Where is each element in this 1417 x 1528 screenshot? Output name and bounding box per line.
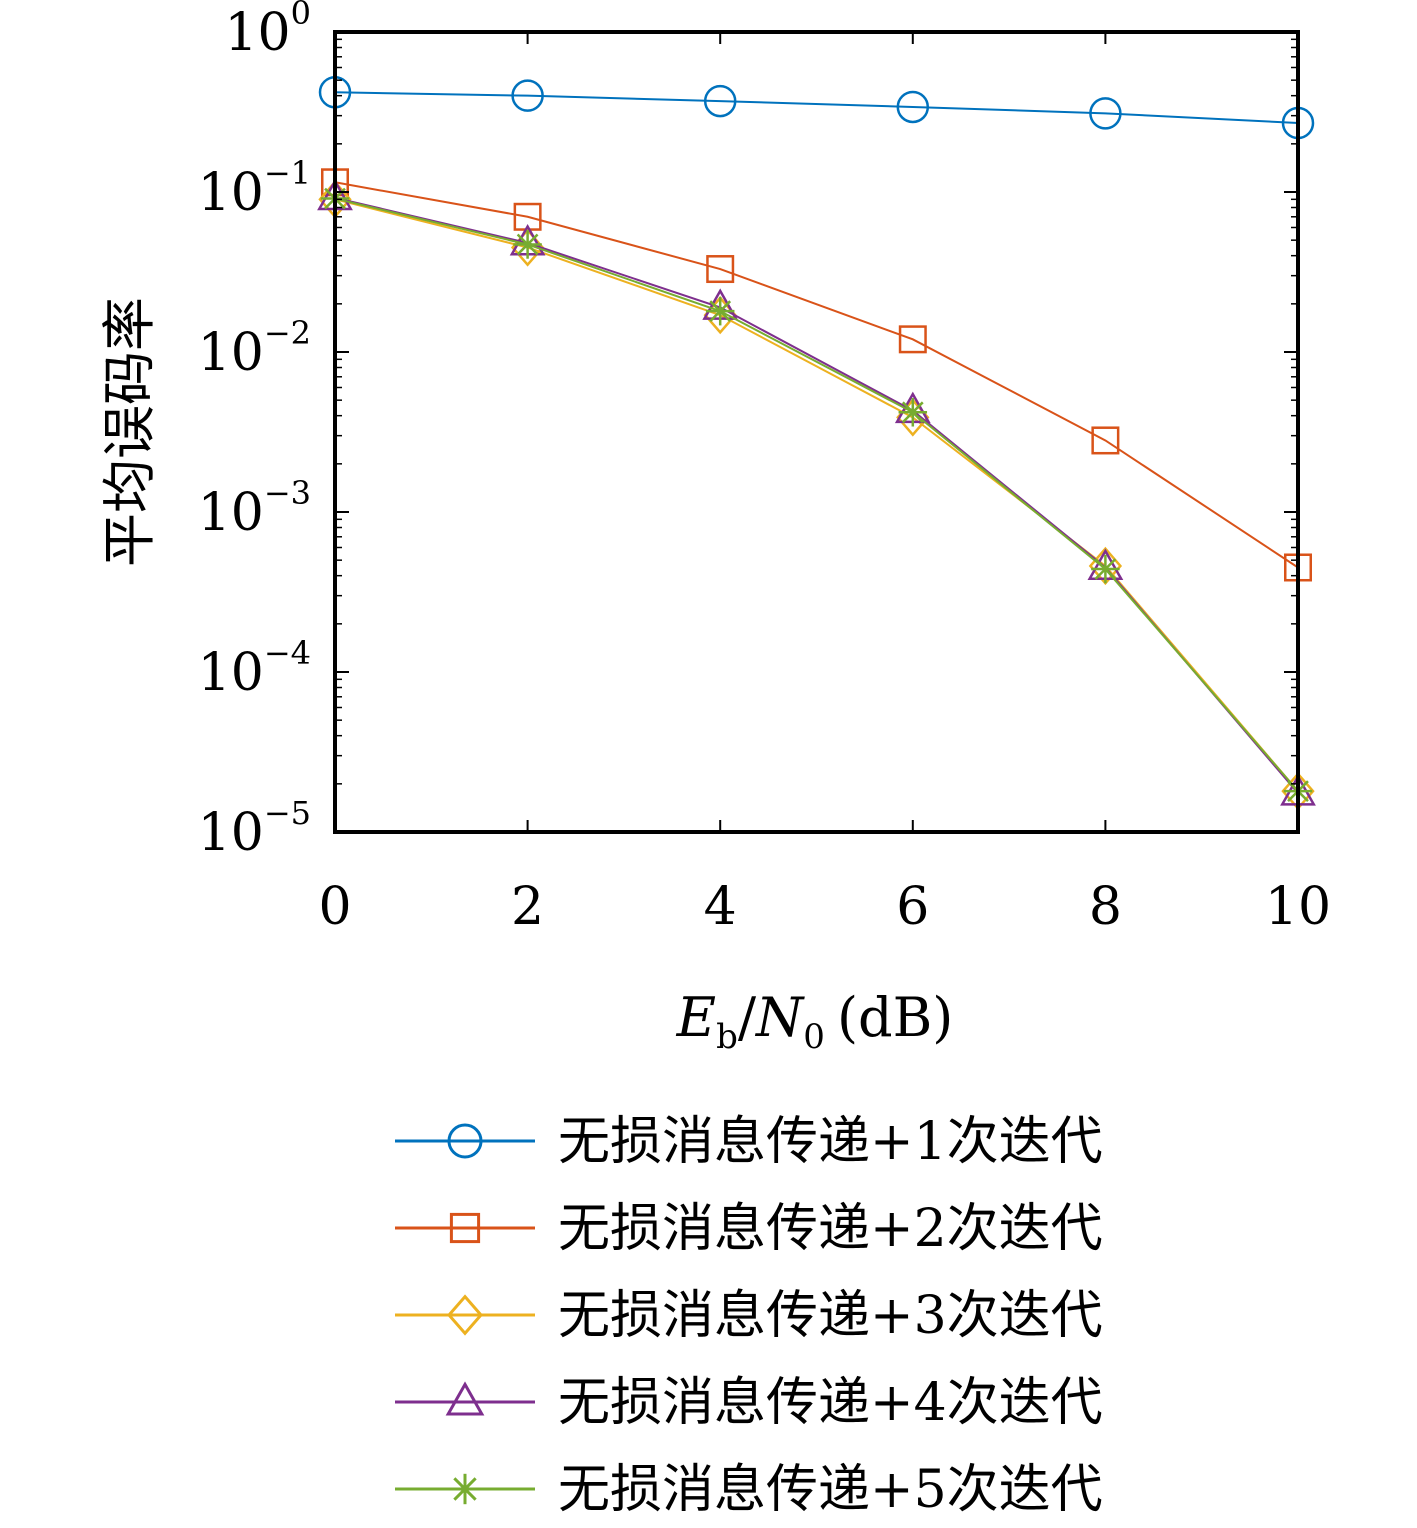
legend-entry-1: 无损消息传递+1次迭代	[395, 1112, 1103, 1172]
legend-entry-5: 无损消息传递+5次迭代	[395, 1460, 1103, 1520]
y-axis-label: 平均误码率	[98, 297, 161, 567]
legend-entry-2: 无损消息传递+2次迭代	[395, 1199, 1103, 1259]
plot-frame	[333, 30, 1300, 834]
series-4	[317, 178, 1316, 806]
legend-entry-3: 无损消息传递+3次迭代	[395, 1286, 1103, 1346]
legend-entry-4: 无损消息传递+4次迭代	[395, 1373, 1103, 1433]
legend-label: 无损消息传递+5次迭代	[558, 1460, 1103, 1520]
data-point	[1089, 97, 1122, 130]
series-1	[318, 76, 1315, 140]
x-tick-label: 10	[1265, 877, 1331, 937]
y-tick-label: 10−5	[198, 794, 311, 863]
x-tick-label: 0	[318, 877, 351, 937]
series-line	[334, 198, 1299, 792]
legend-label: 无损消息传递+3次迭代	[558, 1286, 1103, 1346]
series-line	[334, 181, 1299, 569]
y-axis-ticks: 100 10−1 10−2 10−3 10−4 10−5	[198, 0, 1298, 863]
data-point	[1091, 554, 1120, 584]
y-tick-label: 10−2	[198, 314, 311, 383]
data-point	[703, 84, 737, 118]
legend-marker	[449, 1212, 481, 1244]
x-tick-label: 2	[511, 877, 544, 937]
data-point	[513, 230, 542, 259]
legend-marker	[447, 1123, 483, 1159]
x-tick-label: 6	[896, 877, 929, 937]
x-tick-label: 8	[1089, 877, 1122, 937]
data-point	[896, 90, 930, 124]
data-point	[706, 255, 735, 284]
series-5	[320, 184, 1313, 806]
data-point	[705, 296, 735, 326]
series-line	[334, 197, 1299, 792]
legend-label: 无损消息传递+2次迭代	[558, 1199, 1103, 1259]
series-3	[318, 180, 1315, 811]
x-axis-label: Eb/N0 (dB)	[676, 986, 954, 1057]
legend-label: 无损消息传递+1次迭代	[558, 1112, 1103, 1172]
y-tick-label: 100	[224, 0, 311, 63]
legend-marker	[449, 1473, 481, 1505]
series-line	[334, 91, 1299, 124]
y-tick-label: 10−1	[198, 154, 311, 223]
series-line	[334, 196, 1299, 794]
data-point	[1091, 426, 1120, 455]
x-tick-label: 4	[704, 877, 737, 937]
data-point	[898, 398, 928, 427]
legend-marker	[445, 1381, 485, 1416]
y-tick-label: 10−4	[198, 634, 311, 703]
y-tick-label: 10−3	[198, 474, 311, 543]
data-point	[511, 79, 544, 112]
series-layer	[317, 76, 1316, 811]
legend: 无损消息传递+1次迭代无损消息传递+2次迭代无损消息传递+3次迭代无损消息传递+…	[395, 1112, 1103, 1520]
data-point	[898, 325, 927, 354]
legend-marker	[447, 1294, 483, 1336]
x-axis-ticks: 0 2 4 6 8 10	[318, 32, 1331, 937]
legend-label: 无损消息传递+4次迭代	[558, 1373, 1103, 1433]
